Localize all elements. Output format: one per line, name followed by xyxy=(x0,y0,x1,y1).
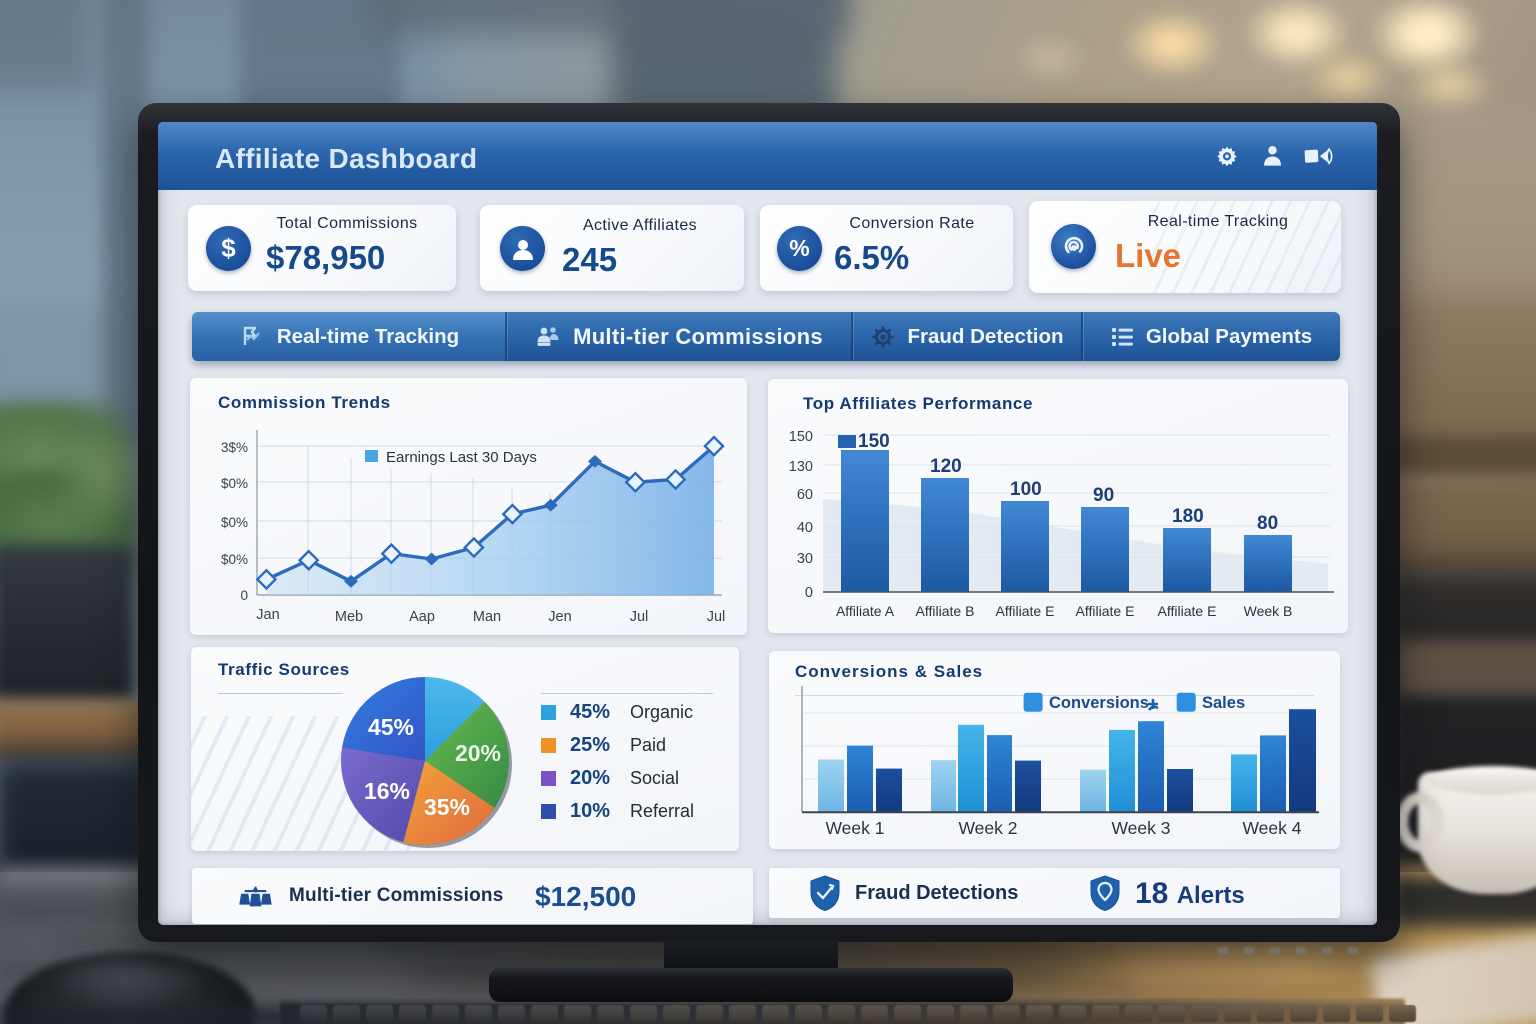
svg-text:Week 4: Week 4 xyxy=(1242,818,1301,838)
svg-text:60: 60 xyxy=(797,487,813,503)
svg-text:16%: 16% xyxy=(364,778,410,804)
svg-text:40: 40 xyxy=(797,520,813,536)
svg-text:Affiliate E: Affiliate E xyxy=(1076,603,1135,619)
svg-text:45%: 45% xyxy=(368,714,414,740)
svg-text:3$%: 3$% xyxy=(221,440,248,455)
svg-text:Earnings Last 30 Days: Earnings Last 30 Days xyxy=(386,449,537,466)
svg-text:150: 150 xyxy=(858,431,890,452)
svg-text:150: 150 xyxy=(789,429,813,445)
svg-text:Week 1: Week 1 xyxy=(825,818,884,838)
svg-text:Man: Man xyxy=(473,609,501,625)
svg-text:120: 120 xyxy=(930,456,962,477)
svg-text:Week 3: Week 3 xyxy=(1111,818,1170,838)
svg-text:100: 100 xyxy=(1010,479,1042,500)
svg-text:90: 90 xyxy=(1093,485,1114,506)
svg-text:Jan: Jan xyxy=(256,607,279,623)
svg-text:0: 0 xyxy=(240,588,248,603)
svg-text:180: 180 xyxy=(1172,506,1204,527)
svg-text:Conversions: Conversions xyxy=(1049,694,1149,712)
svg-text:35%: 35% xyxy=(424,794,470,820)
svg-text:Week B: Week B xyxy=(1244,603,1293,619)
svg-text:Sales: Sales xyxy=(1202,694,1245,712)
svg-text:30: 30 xyxy=(797,551,813,567)
svg-text:20%: 20% xyxy=(455,740,501,766)
svg-text:0: 0 xyxy=(805,585,813,601)
svg-text:$0%: $0% xyxy=(221,476,248,491)
svg-text:Week 2: Week 2 xyxy=(958,818,1017,838)
svg-text:Jen: Jen xyxy=(548,609,571,625)
svg-text:Meb: Meb xyxy=(335,609,363,625)
svg-text:Jul: Jul xyxy=(707,609,726,625)
svg-text:Affiliate B: Affiliate B xyxy=(916,603,975,619)
svg-text:Aap: Aap xyxy=(409,609,435,625)
svg-text:Affiliate E: Affiliate E xyxy=(1158,603,1217,619)
svg-text:130: 130 xyxy=(789,459,813,475)
svg-text:Affiliate A: Affiliate A xyxy=(836,603,895,619)
svg-text:Affiliate E: Affiliate E xyxy=(996,603,1055,619)
svg-text:Jul: Jul xyxy=(630,609,649,625)
svg-text:$0%: $0% xyxy=(221,515,248,530)
svg-text:$0%: $0% xyxy=(221,552,248,567)
svg-text:80: 80 xyxy=(1257,513,1278,534)
